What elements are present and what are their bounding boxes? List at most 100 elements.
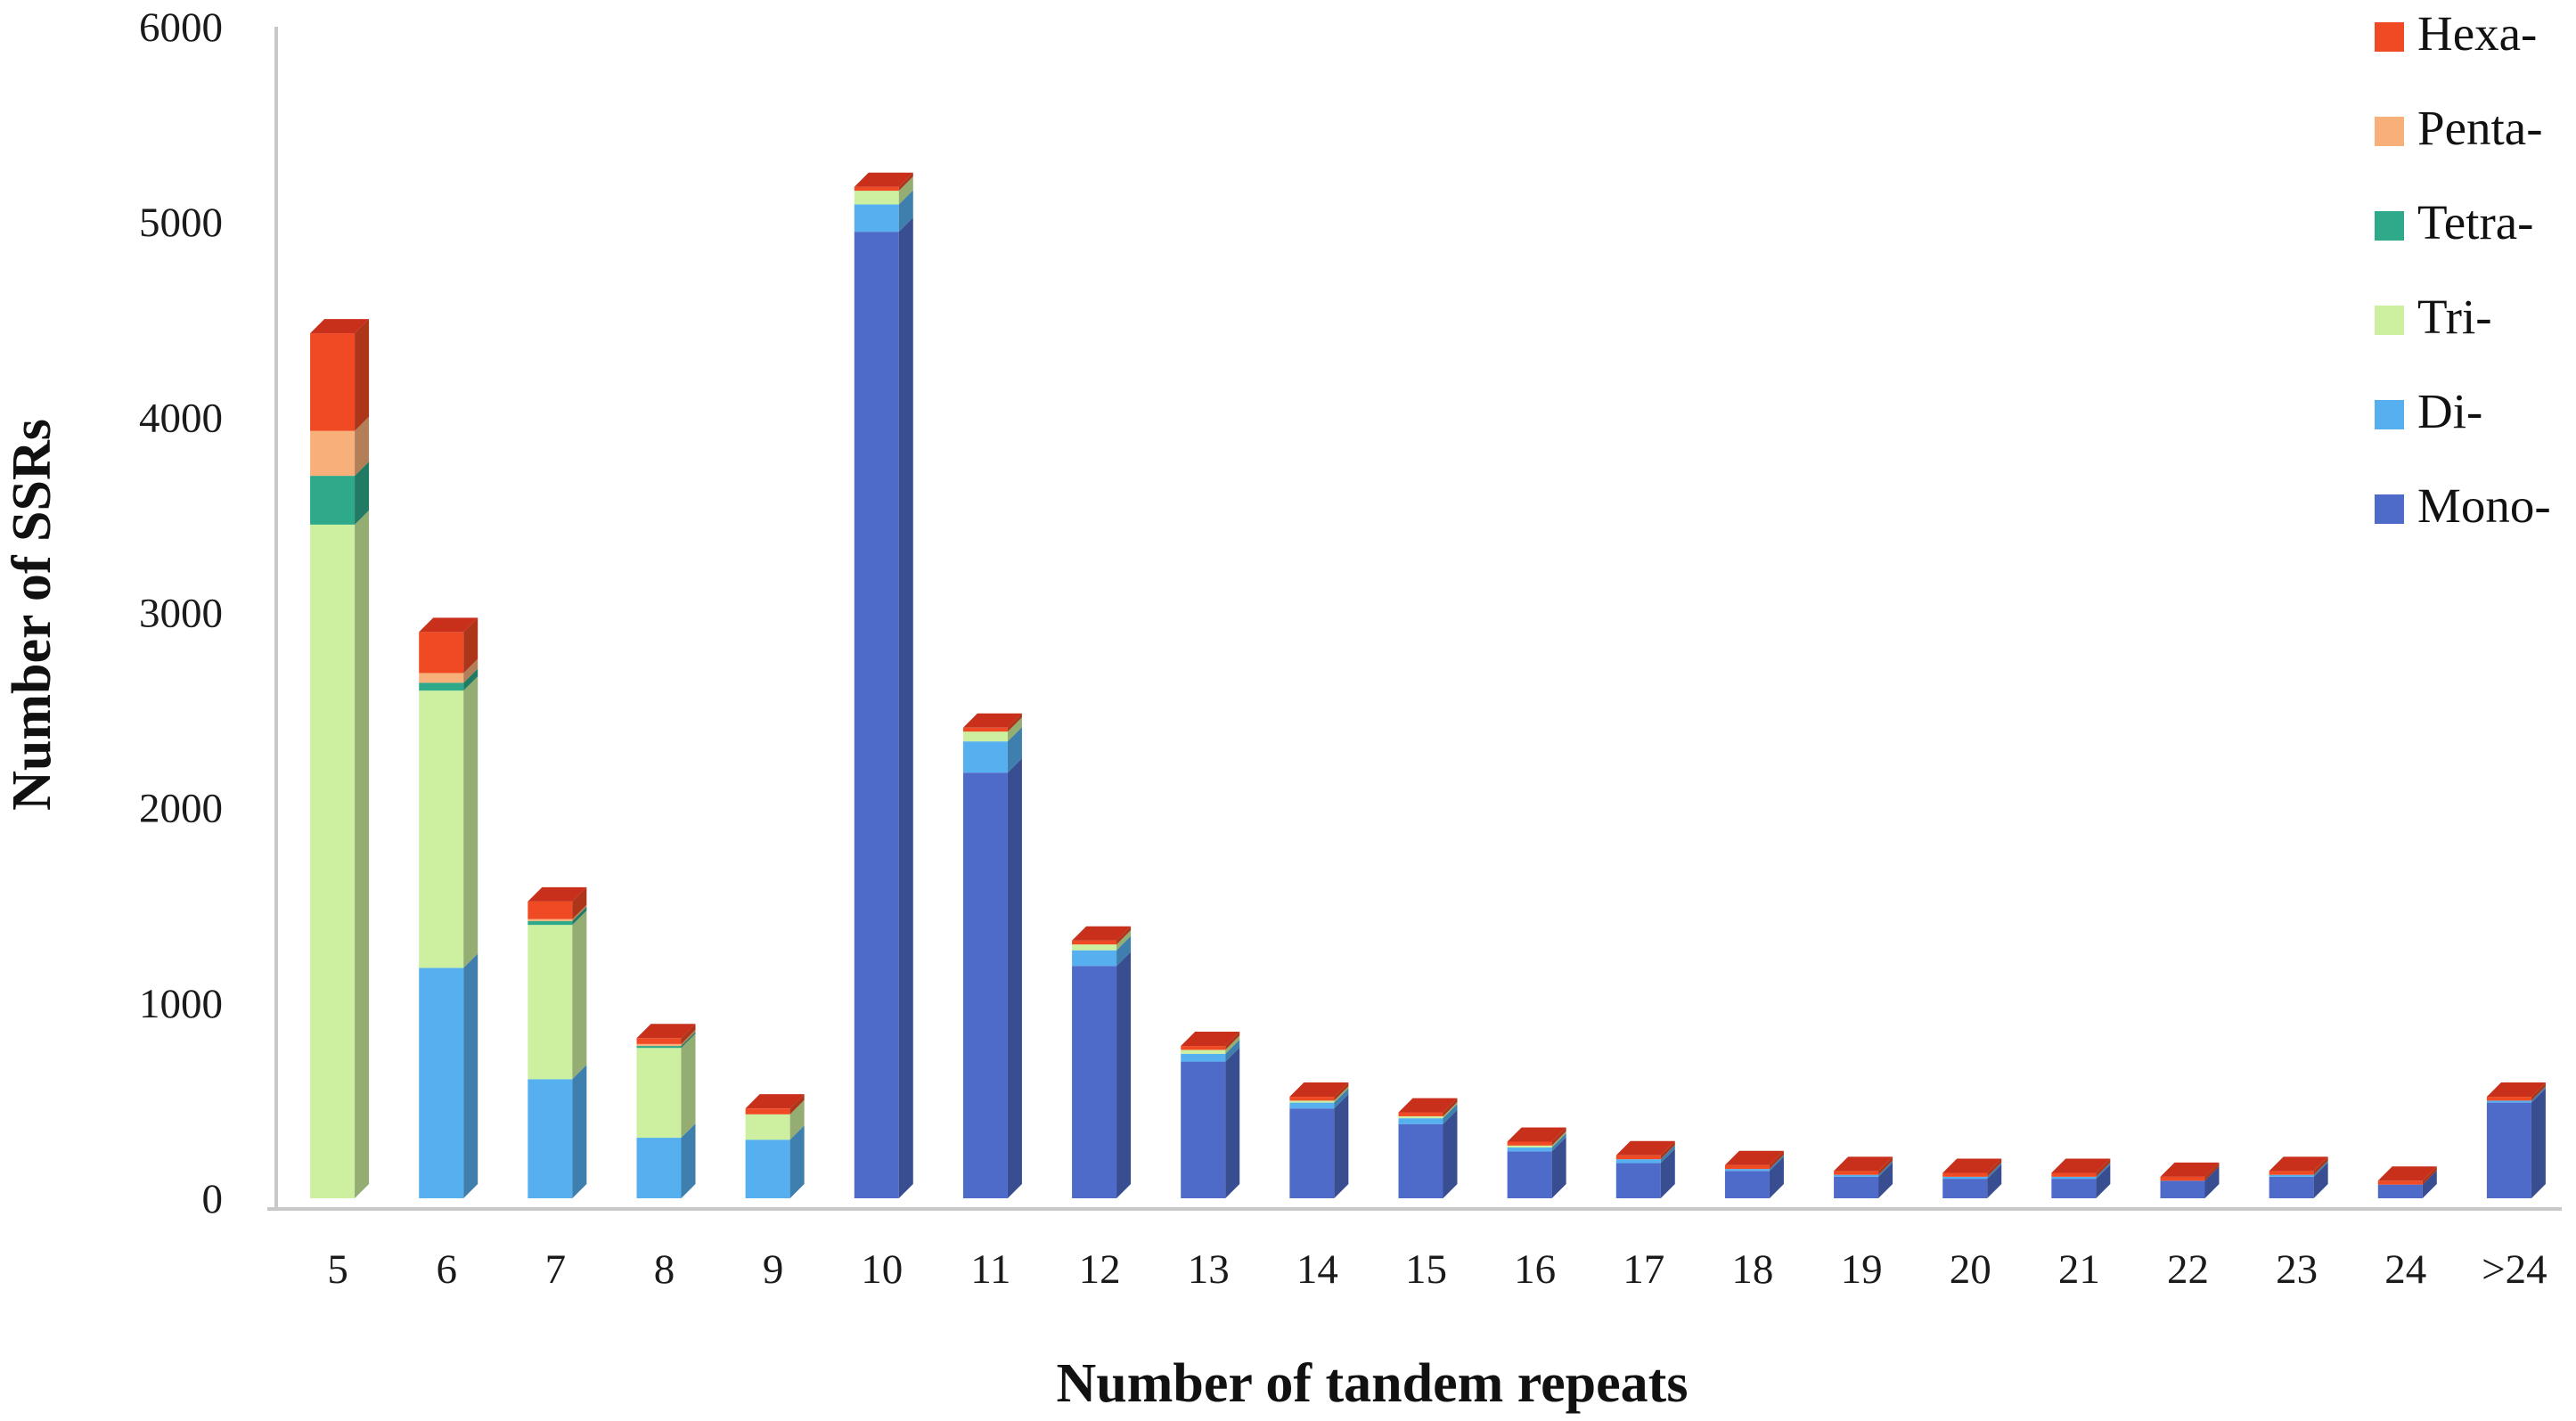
bar-side-tri: [572, 911, 587, 1080]
bar-segment-di: [962, 741, 1008, 773]
y-tick-label: 5000: [139, 200, 223, 246]
bar-segment-hexa: [1724, 1164, 1770, 1170]
bar-segment-hexa: [2269, 1171, 2314, 1175]
bar-side-hexa: [1987, 1158, 2002, 1177]
bar-top-cap: [2160, 1162, 2220, 1177]
bar-side-mono: [898, 217, 913, 1198]
bar-side-tri: [789, 1099, 805, 1140]
bar-segment-hexa: [1289, 1097, 1335, 1101]
bar-top-cap: [962, 713, 1022, 728]
bar-segment-mono: [1072, 966, 1117, 1198]
bar-side-mono: [2313, 1162, 2328, 1198]
x-tick-label: 24: [2384, 1246, 2426, 1293]
bar-side-tetra: [355, 461, 370, 525]
bar-segment-hexa: [854, 186, 899, 192]
bar-top-cap: [1072, 926, 1132, 941]
bar-segment-tri: [527, 925, 573, 1080]
bar-segment-di: [1615, 1159, 1661, 1164]
bar-top-cap: [1615, 1140, 1675, 1156]
legend-swatch-mono: [2375, 494, 2404, 524]
bar-side-hexa: [463, 617, 478, 674]
bar-segment-mono: [1942, 1179, 1988, 1198]
bar-segment-hexa: [1615, 1155, 1661, 1160]
x-tick-label: 13: [1188, 1246, 1230, 1293]
bar-side-di: [2531, 1086, 2546, 1103]
bar-segment-tri: [1181, 1049, 1226, 1054]
bar-segment-tri: [1398, 1115, 1443, 1119]
x-tick-label: 5: [327, 1246, 348, 1293]
bar-side-hexa: [2313, 1156, 2328, 1175]
bar-segment-hexa: [1398, 1112, 1443, 1116]
bar-side-hexa: [789, 1094, 805, 1115]
bar-side-di: [1334, 1088, 1349, 1109]
bar-side-hexa: [1116, 926, 1132, 945]
bar-side-penta: [355, 416, 370, 477]
bar-side-tetra: [572, 906, 587, 926]
y-tick-label: 3000: [139, 591, 223, 637]
bar-segment-di: [1072, 950, 1117, 967]
x-tick-label: 10: [861, 1246, 903, 1293]
bar-side-di: [1116, 935, 1132, 967]
bar-segment-di: [1724, 1169, 1770, 1172]
bar-top-cap: [1289, 1082, 1349, 1098]
bar-segment-di: [419, 968, 464, 1198]
bar-segment-di: [636, 1138, 682, 1198]
x-tick-label: 8: [654, 1246, 675, 1293]
bar-segment-di: [1942, 1176, 1988, 1180]
bar-side-mono: [1551, 1137, 1566, 1198]
legend-swatch-hexa: [2375, 22, 2404, 52]
bar-top-cap: [745, 1094, 805, 1109]
legend-swatch-tetra: [2375, 211, 2404, 241]
bar-segment-tri: [1072, 944, 1117, 951]
x-tick-label: 11: [970, 1246, 1010, 1293]
y-tick-label: 0: [202, 1176, 224, 1222]
bar-segment-hexa: [2051, 1172, 2097, 1177]
bar-segment-mono: [2051, 1179, 2097, 1198]
bar-side-hexa: [1769, 1150, 1784, 1170]
bar-side-di: [1007, 727, 1022, 773]
bar-side-hexa: [2531, 1082, 2546, 1101]
legend-label-tetra: Tetra-: [2417, 195, 2534, 249]
bar-top-cap: [1181, 1032, 1240, 1047]
bar-segment-tri: [1507, 1145, 1552, 1148]
bar-segment-di: [2269, 1174, 2314, 1177]
x-tick-label: 23: [2276, 1246, 2318, 1293]
bar-side-di: [572, 1065, 587, 1198]
bar-segment-tri: [854, 191, 899, 205]
bar-segment-mono: [1615, 1163, 1661, 1198]
bar-segment-mono: [2377, 1184, 2423, 1198]
bar-top-cap: [2377, 1166, 2437, 1181]
legend-label-tri: Tri-: [2417, 290, 2492, 344]
bar-segment-tetra: [527, 920, 573, 926]
legend-label-mono: Mono-: [2417, 478, 2551, 533]
x-tick-label: 17: [1623, 1246, 1664, 1293]
bar-side-hexa: [1551, 1127, 1566, 1146]
bar-segment-hexa: [1181, 1046, 1226, 1050]
bar-side-di: [1660, 1145, 1675, 1164]
bar-side-di: [2313, 1160, 2328, 1177]
bar-segment-hexa: [962, 727, 1008, 732]
bar-segment-hexa: [310, 333, 356, 431]
bar-segment-di: [2051, 1176, 2097, 1180]
bar-side-hexa: [681, 1024, 696, 1044]
y-axis-title: Number of SSRs: [2, 419, 62, 811]
bar-side-tetra: [681, 1032, 696, 1049]
bar-top-cap: [419, 617, 478, 633]
x-tick-label: 15: [1405, 1246, 1447, 1293]
bar-side-tetra: [463, 668, 478, 691]
bar-segment-hexa: [527, 901, 573, 919]
legend-label-di: Di-: [2417, 384, 2482, 438]
bar-side-di: [1225, 1039, 1240, 1062]
bar-segment-di: [2486, 1100, 2531, 1103]
bar-side-tri: [681, 1033, 696, 1139]
bar-side-mono: [1334, 1094, 1349, 1198]
x-tick-label: 9: [763, 1246, 784, 1293]
bar-top-cap: [2051, 1158, 2111, 1173]
bar-side-hexa: [355, 319, 370, 431]
y-tick-label: 6000: [139, 4, 223, 51]
bar-top-cap: [1398, 1098, 1458, 1113]
x-tick-label: 12: [1079, 1246, 1121, 1293]
bar-segment-tri: [310, 524, 356, 1198]
bar-side-penta: [681, 1029, 696, 1047]
bar-top-cap: [854, 172, 913, 187]
